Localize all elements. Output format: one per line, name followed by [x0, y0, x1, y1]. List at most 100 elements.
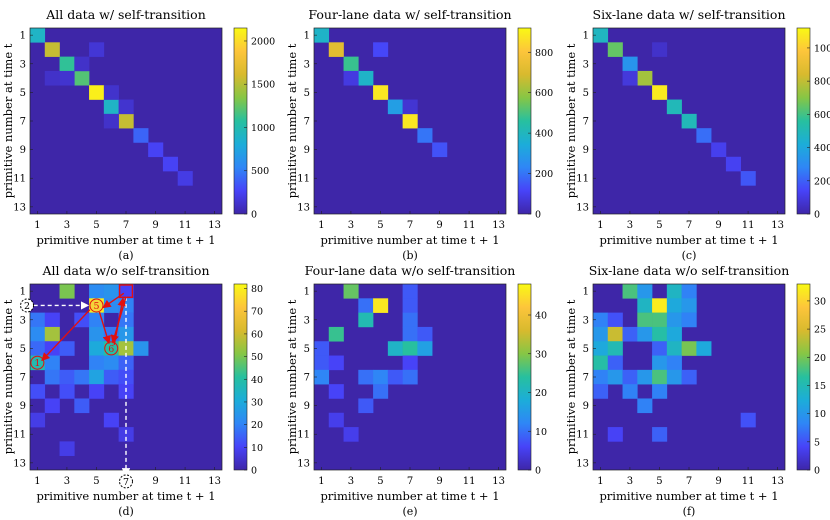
colorbar — [796, 283, 811, 471]
heatmap-cell — [59, 341, 75, 356]
colorbar-tick-label: 80 — [251, 284, 263, 295]
y-tick-label: 3 — [20, 315, 26, 326]
heatmap-cell — [328, 42, 344, 57]
heatmap-cell — [711, 142, 727, 158]
heatmap-cell — [328, 355, 344, 371]
heatmap-cell — [387, 341, 403, 356]
x-tick-label: 1 — [318, 476, 324, 487]
x-tick-label: 7 — [686, 220, 692, 231]
colorbar-tick-label: 10 — [251, 443, 263, 454]
x-axis-label: primitive number at time t + 1 — [320, 489, 499, 503]
x-tick-label: 1 — [34, 476, 40, 487]
heatmap-cell — [358, 398, 374, 414]
heatmap-cell — [666, 355, 682, 371]
x-tick-label: 7 — [407, 220, 413, 231]
y-axis-label: primitive number at time t — [1, 299, 15, 454]
heatmap-cell — [593, 369, 609, 385]
colorbar-tick-label: 400 — [814, 143, 830, 154]
heatmap-cell — [59, 441, 75, 456]
x-tick-label: 13 — [208, 476, 221, 487]
x-tick-label: 5 — [377, 220, 383, 231]
heatmap-cell — [637, 312, 653, 328]
y-tick-label: 13 — [297, 458, 310, 469]
heatmap-cell — [118, 284, 134, 299]
heatmap-cell — [652, 298, 668, 313]
heatmap-cell — [637, 70, 653, 86]
x-tick-label: 3 — [627, 220, 633, 231]
y-tick-label: 7 — [304, 373, 310, 384]
heatmap-cell — [637, 398, 653, 414]
heatmap-cell — [622, 384, 638, 399]
colorbar-tick-label: 200 — [535, 169, 553, 180]
heatmap-cell — [417, 326, 433, 342]
heatmap-cell — [622, 284, 638, 299]
x-axis-label: primitive number at time t + 1 — [320, 233, 499, 247]
panel-c: Six-lane data w/ self-transition11335577… — [564, 7, 830, 262]
panel-a: All data w/ self-transition1133557799111… — [1, 7, 275, 262]
heatmap-cell — [343, 70, 359, 86]
y-tick-label: 1 — [583, 287, 589, 298]
x-tick-label: 9 — [152, 476, 158, 487]
heatmap-cell — [59, 70, 75, 86]
heatmap-cell — [30, 412, 46, 428]
colorbar-tick-label: 15 — [814, 381, 826, 392]
heatmap-cell — [432, 142, 448, 158]
y-tick-label: 3 — [20, 59, 26, 70]
primitive-marker-label: 7 — [123, 477, 129, 488]
x-axis-label: primitive number at time t + 1 — [599, 233, 778, 247]
y-tick-label: 11 — [297, 430, 310, 441]
heatmap-cell — [622, 56, 638, 72]
heatmap-cell — [44, 326, 60, 342]
y-axis-label: primitive number at time t — [285, 299, 299, 454]
heatmap-cell — [118, 427, 134, 442]
heatmap-cell — [44, 42, 60, 57]
heatmap-cell — [89, 284, 105, 299]
colorbar-tick-label: 30 — [251, 397, 263, 408]
y-tick-label: 1 — [304, 287, 310, 298]
y-tick-label: 5 — [304, 88, 310, 99]
colorbar-tick-label: 1500 — [251, 80, 275, 91]
heatmap-cell — [133, 128, 149, 143]
y-tick-label: 5 — [304, 344, 310, 355]
x-tick-label: 9 — [152, 220, 158, 231]
y-tick-label: 9 — [20, 145, 26, 156]
panel-title: All data w/o self-transition — [41, 263, 209, 278]
y-tick-label: 5 — [20, 344, 26, 355]
y-tick-label: 3 — [583, 59, 589, 70]
colorbar-tick-label: 0 — [535, 466, 541, 477]
y-tick-label: 3 — [304, 59, 310, 70]
heatmap-cell — [637, 326, 653, 342]
heatmap-cell — [666, 369, 682, 385]
heatmap-cell — [358, 70, 374, 86]
colorbar-tick-label: 800 — [814, 77, 830, 88]
heatmap-cell — [373, 42, 389, 57]
panel-d: All data w/o self-transition113355779911… — [1, 263, 263, 518]
x-tick-label: 5 — [656, 220, 662, 231]
y-tick-label: 1 — [583, 31, 589, 42]
heatmap-cell — [103, 85, 119, 100]
y-axis-label: primitive number at time t — [1, 43, 15, 198]
heatmap-cell — [358, 369, 374, 385]
y-axis-label: primitive number at time t — [564, 43, 578, 198]
y-tick-label: 11 — [13, 430, 26, 441]
heatmap-cell — [387, 99, 403, 115]
y-tick-label: 5 — [583, 344, 589, 355]
panel-title: Six-lane data w/ self-transition — [593, 7, 786, 22]
heatmap-cell — [593, 341, 609, 356]
x-tick-label: 1 — [597, 220, 603, 231]
heatmap-cell — [402, 326, 418, 342]
heatmap-cell — [417, 341, 433, 356]
y-axis-label: primitive number at time t — [564, 299, 578, 454]
heatmap-cell — [358, 298, 374, 313]
heatmap-cell — [89, 326, 105, 342]
heatmap-cell — [30, 312, 46, 328]
colorbar — [517, 283, 532, 471]
heatmap-cell — [343, 284, 359, 299]
x-tick-label: 11 — [463, 476, 476, 487]
heatmap-cell — [725, 156, 741, 172]
heatmap-cell — [696, 341, 712, 356]
heatmap-cell — [314, 369, 330, 385]
colorbar-tick-label: 1000 — [814, 43, 830, 54]
heatmap-cell — [637, 298, 653, 313]
